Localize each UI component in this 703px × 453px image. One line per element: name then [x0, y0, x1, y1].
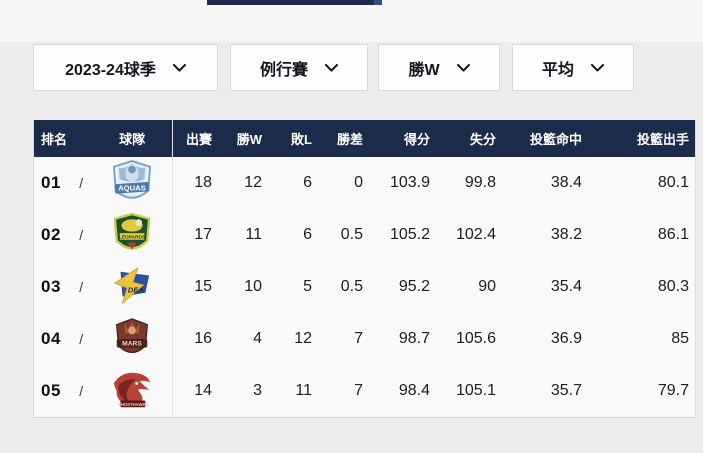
stat-games: 17: [194, 226, 212, 243]
stat-fg-made: 38.2: [550, 226, 582, 243]
stat-losses: 6: [303, 226, 312, 243]
stat-wins: 3: [253, 382, 262, 399]
stat-fg-attempted: 80.3: [657, 278, 689, 295]
stat-points-against: 99.8: [464, 174, 496, 191]
rank-trend-slash: /: [79, 279, 84, 295]
filter-bar: 2023-24球季 例行賽 勝W 平均: [33, 44, 634, 91]
stat-points-for: 103.9: [389, 174, 430, 191]
column-header-points-for: 得分: [403, 132, 430, 147]
stat-points-for: 105.2: [389, 226, 430, 243]
stat-fg-made: 38.4: [550, 174, 582, 191]
stat-games-behind: 0: [354, 174, 363, 191]
chevron-down-icon: [172, 63, 186, 71]
column-header-rank: 排名: [41, 132, 68, 147]
season-dropdown[interactable]: 2023-24球季: [33, 44, 218, 91]
stat-losses: 12: [294, 330, 312, 347]
table-row: 04 / MARS 16 4 12 7 98.7 105.6 36.9 85: [34, 313, 695, 365]
rank-trend-slash: /: [79, 227, 84, 243]
stat-points-for: 95.2: [398, 278, 430, 295]
svg-text:LEOPARDS: LEOPARDS: [119, 234, 145, 240]
rank-value: 04: [41, 329, 61, 348]
stat-fg-attempted: 80.1: [657, 174, 689, 191]
stat-wins: 11: [245, 226, 262, 243]
column-header-games: 出賽: [185, 132, 212, 147]
stat-games: 18: [194, 174, 212, 191]
chevron-down-icon: [591, 63, 604, 71]
rank-value: 05: [41, 381, 61, 400]
stat-fg-attempted: 79.7: [657, 382, 689, 399]
svg-text:AQUAS: AQUAS: [118, 184, 146, 193]
stat-points-for: 98.7: [398, 330, 430, 347]
svg-text:MARS: MARS: [122, 341, 142, 348]
stat-points-for: 98.4: [398, 382, 430, 399]
stat-losses: 6: [303, 174, 312, 191]
rank-trend-slash: /: [79, 331, 84, 347]
stat-games-behind: 0.5: [340, 226, 363, 243]
column-header-team: 球隊: [119, 132, 146, 147]
stat-fg-attempted: 86.1: [657, 226, 689, 243]
column-header-games-behind: 勝差: [336, 132, 363, 147]
season-dropdown-label: 2023-24球季: [65, 61, 156, 79]
svg-text:GHOSTHAWKS: GHOSTHAWKS: [118, 402, 149, 407]
standings-table-header: 排名 球隊 出賽 勝W 敗L 勝差 得分 失分 投籃命中 投籃出手: [34, 120, 695, 157]
stat-games-behind: 0.5: [340, 278, 363, 295]
aquas-team-logo-icon: AQUAS: [113, 160, 152, 199]
stat-wins: 12: [244, 174, 262, 191]
chevron-down-icon: [325, 63, 338, 71]
stat-games-behind: 7: [354, 382, 363, 399]
active-tab-indicator: [207, 0, 374, 5]
stat-points-against: 102.4: [455, 226, 496, 243]
stat-points-against: 105.1: [455, 382, 496, 399]
stat-wins: 10: [244, 278, 262, 295]
stage-dropdown-label: 例行賽: [259, 61, 308, 79]
stat-sort-dropdown-label: 勝W: [408, 61, 440, 79]
rank-value: 03: [41, 277, 61, 296]
stat-games: 16: [194, 330, 212, 347]
leopards-team-logo-icon: LEOPARDS: [113, 212, 151, 250]
column-header-losses: 敗L: [291, 132, 312, 147]
column-header-fg-attempted: 投籃出手: [636, 132, 689, 147]
stat-games: 14: [194, 382, 212, 399]
rank-value: 02: [41, 225, 61, 244]
column-header-points-against: 失分: [469, 132, 496, 147]
stat-losses: 11: [295, 382, 312, 399]
mars-team-logo-icon: MARS: [116, 318, 149, 354]
active-tab-indicator-tip: [374, 0, 382, 5]
stat-fg-made: 35.7: [550, 382, 582, 399]
rank-value: 01: [41, 173, 61, 192]
mode-dropdown[interactable]: 平均: [512, 44, 634, 91]
table-row: 01 / AQUAS 18 12 6 0 103.9 99.8 38.4 80.…: [34, 157, 695, 209]
ghosthawks-team-logo-icon: GHOSTHAWKS: [114, 372, 151, 408]
rank-trend-slash: /: [79, 383, 84, 399]
column-header-wins: 勝W: [236, 132, 262, 147]
stat-wins: 4: [253, 330, 262, 347]
stat-losses: 5: [303, 278, 312, 295]
column-header-fg-made: 投籃命中: [529, 132, 582, 147]
stat-fg-made: 35.4: [550, 278, 582, 295]
stat-sort-dropdown[interactable]: 勝W: [378, 44, 500, 91]
stat-fg-attempted: 85: [671, 330, 689, 347]
table-row: 05 / GHOSTHAWKS 14 3 11 7 98.4 105.1 35.…: [34, 365, 695, 417]
stat-points-against: 90: [478, 278, 496, 295]
dea-team-logo-icon: DEA: [113, 266, 150, 305]
stat-fg-made: 36.9: [550, 330, 582, 347]
page-top-strip: [0, 0, 703, 42]
stat-games: 15: [194, 278, 212, 295]
header-stats-group: 出賽 勝W 敗L 勝差 得分 失分 投籃命中 投籃出手: [172, 120, 695, 157]
svg-text:DEA: DEA: [128, 286, 144, 295]
stage-dropdown[interactable]: 例行賽: [230, 44, 368, 91]
rank-trend-slash: /: [79, 175, 84, 191]
stat-games-behind: 7: [354, 330, 363, 347]
standings-table: 排名 球隊 出賽 勝W 敗L 勝差 得分 失分 投籃命中 投籃出手 01 / A…: [33, 120, 696, 418]
mode-dropdown-label: 平均: [541, 61, 574, 79]
chevron-down-icon: [456, 63, 470, 71]
stat-points-against: 105.6: [455, 330, 496, 347]
table-row: 02 / LEOPARDS 17 11 6 0.5 105.2 102.4 38…: [34, 209, 695, 261]
table-row: 03 / DEA 15 10 5 0.5 95.2 90 35.4 80.3: [34, 261, 695, 313]
